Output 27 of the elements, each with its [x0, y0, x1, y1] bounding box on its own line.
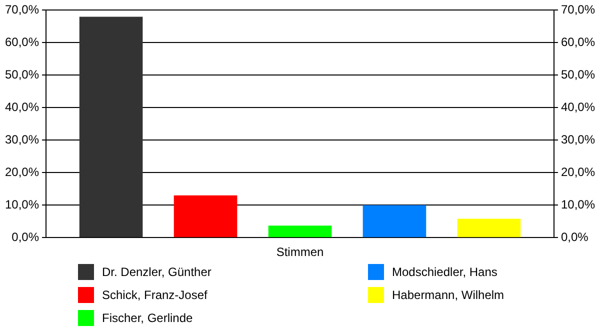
y-tick-label: 50,0% [4, 67, 40, 82]
y-tick-label: 60,0% [4, 35, 40, 49]
bar [174, 195, 238, 238]
y-tick-label: 40,0% [4, 100, 40, 114]
y-tick-label: 0,0% [12, 230, 40, 244]
legend-label: Modschiedler, Hans [392, 264, 498, 278]
bar [362, 205, 426, 238]
text: 30,0% [560, 132, 596, 146]
y-tick-label: 10,0% [4, 197, 40, 212]
y-tick-label: 30,0% [4, 132, 40, 146]
bar [79, 16, 143, 238]
bar [268, 226, 332, 238]
legend-label: Habermann, Wilhelm [392, 288, 504, 302]
text: 70,0% [560, 2, 596, 17]
bar [457, 218, 521, 238]
text: 40,0% [560, 100, 596, 114]
text: 10,0% [560, 197, 596, 212]
x-tick-label: Stimmen [276, 245, 324, 260]
y-tick-label: 20,0% [4, 164, 40, 179]
legend-label: Schick, Franz-Josef [102, 288, 208, 302]
y-tick-label: 70,0% [4, 2, 40, 17]
legend-label: Fischer, Gerlinde [102, 310, 193, 324]
text: 0,0% [560, 230, 588, 244]
text: 20,0% [560, 164, 596, 179]
legend-label: Dr. Denzler, Günther [102, 264, 212, 278]
text: 50,0% [560, 67, 596, 82]
text: 60,0% [560, 35, 596, 49]
